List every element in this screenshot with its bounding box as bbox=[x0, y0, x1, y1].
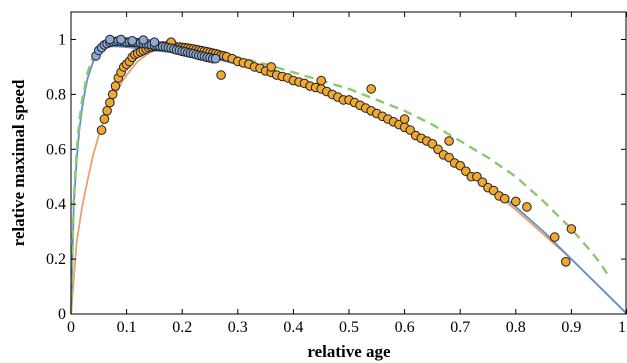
data-point-blue bbox=[210, 53, 221, 64]
data-point-blue bbox=[116, 34, 126, 45]
curve-blue-curve bbox=[70, 45, 627, 315]
data-point-orange bbox=[105, 97, 115, 108]
data-point-orange bbox=[107, 89, 118, 100]
data-point-orange bbox=[316, 75, 327, 86]
data-point-orange bbox=[561, 257, 571, 267]
x-axis-label: relative age bbox=[307, 342, 391, 361]
data-point-orange bbox=[499, 193, 510, 204]
data-point-orange bbox=[99, 114, 110, 124]
data-point-blue bbox=[127, 36, 137, 46]
x-tick-label: 0.7 bbox=[450, 319, 470, 336]
x-tick-label: 0.9 bbox=[561, 319, 581, 336]
x-tick-label: 0.4 bbox=[283, 319, 303, 336]
ticks-layer: 0 0.1 0.2 0.3 0.4 0.5 0.6 0.7 0.8 0.9 1 0 0.2 0.4 0.6 0… bbox=[46, 12, 627, 336]
data-point-orange bbox=[477, 177, 488, 187]
y-tick-label: 1 bbox=[58, 31, 66, 48]
data-point-orange bbox=[96, 125, 107, 135]
y-tick-label: 0 bbox=[58, 306, 66, 323]
data-point-blue bbox=[138, 35, 149, 45]
data-point-orange bbox=[102, 106, 112, 116]
x-tick-label: 0.6 bbox=[395, 319, 415, 336]
curve-orange-curve bbox=[70, 45, 627, 315]
data-point-orange bbox=[522, 202, 532, 212]
curves-layer bbox=[69, 42, 627, 315]
plot-frame bbox=[70, 11, 627, 315]
x-tick-label: 0.1 bbox=[117, 319, 137, 336]
data-point-orange bbox=[399, 114, 410, 124]
y-tick-label: 0.6 bbox=[46, 141, 66, 158]
data-point-orange bbox=[566, 224, 577, 234]
y-axis-label: relative maximal speed bbox=[9, 79, 28, 246]
x-tick-label: 0.3 bbox=[228, 319, 248, 336]
y-tick-label: 0.8 bbox=[46, 86, 66, 103]
data-point-orange bbox=[216, 70, 226, 80]
x-tick-label: 0.8 bbox=[506, 319, 526, 336]
data-point-orange bbox=[366, 84, 377, 94]
data-point-orange bbox=[266, 62, 277, 72]
data-point-orange bbox=[511, 196, 521, 207]
x-tick-label: 0 bbox=[67, 319, 75, 336]
x-tick-label: 0.2 bbox=[172, 319, 192, 336]
data-point-orange bbox=[455, 160, 466, 171]
data-point-orange bbox=[427, 139, 438, 149]
y-tick-label: 0.4 bbox=[46, 196, 66, 213]
curve-green-dashed bbox=[69, 42, 612, 315]
x-tick-label: 1 bbox=[618, 319, 626, 336]
data-point-orange bbox=[549, 232, 560, 242]
y-tick-label: 0.2 bbox=[46, 251, 66, 268]
data-point-orange bbox=[110, 81, 121, 91]
data-point-blue bbox=[105, 34, 115, 45]
data-point-blue bbox=[149, 37, 160, 48]
x-tick-label: 0.5 bbox=[339, 319, 359, 336]
points-layer bbox=[91, 34, 577, 267]
data-point-orange bbox=[444, 136, 454, 146]
